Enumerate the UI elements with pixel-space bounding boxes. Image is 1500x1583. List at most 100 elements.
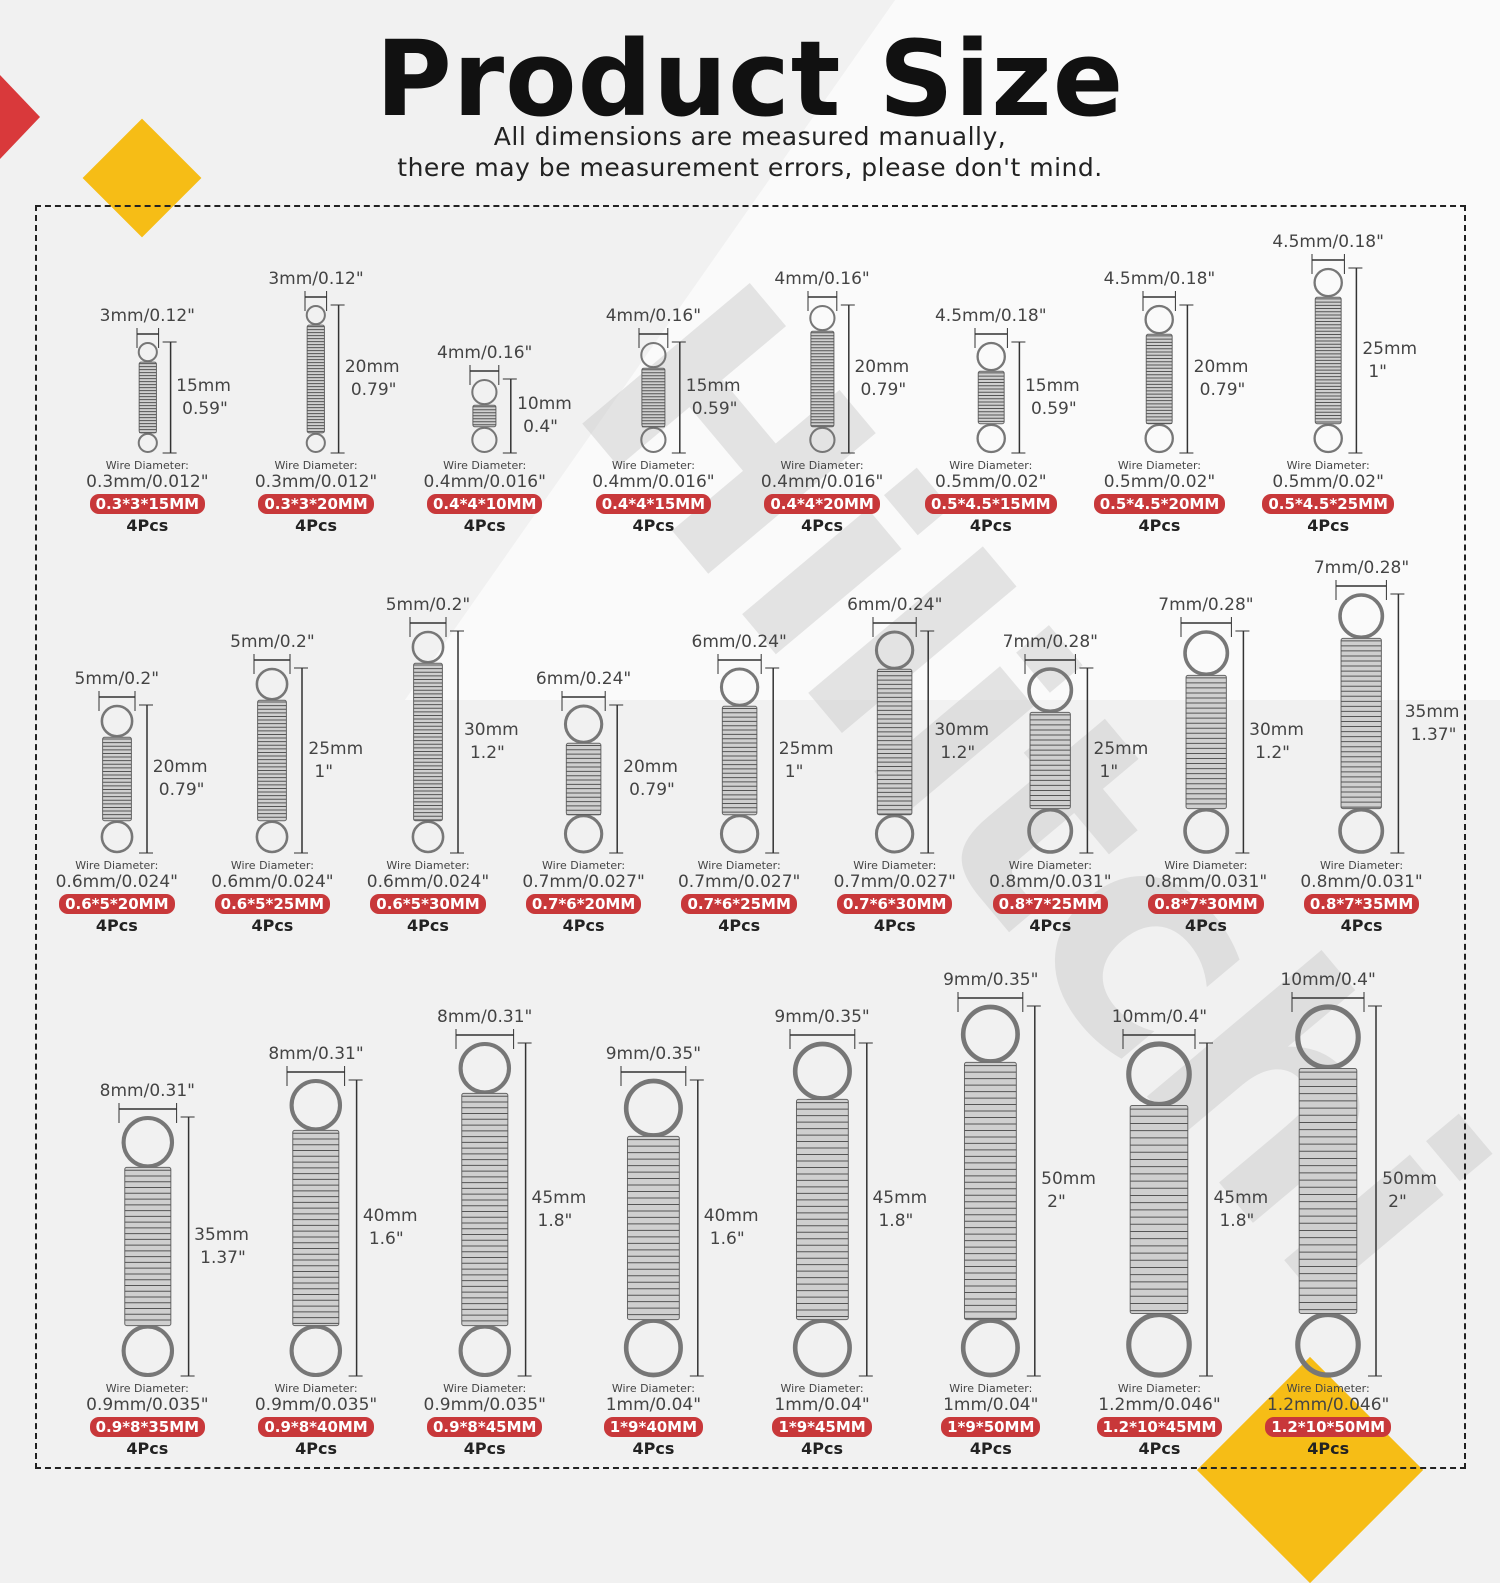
spring-icon — [1335, 580, 1405, 854]
coil-diameter-label: 4mm/0.16" — [605, 306, 702, 326]
size-badge: 0.7*6*20MM — [525, 894, 642, 914]
wire-diameter-label: Wire Diameter: — [1164, 859, 1248, 872]
wire-diameter-value: 0.9mm/0.035" — [423, 1395, 546, 1415]
spring-item: 8mm/0.31" 35mm 1.37" Wire Diameter: 0.9mm/0.… — [63, 0, 249, 1458]
wire-diameter-value: 0.7mm/0.027" — [677, 872, 801, 892]
spring-item: 6mm/0.24" 25mm 1" Wire Diameter: 0.7mm/0.027… — [661, 0, 834, 935]
length-label: 20mm 0.79" — [1194, 356, 1249, 402]
spring-item: 6mm/0.24" 20mm 0.79" Wire Diameter: 0.7mm/0.… — [506, 0, 678, 935]
spring-drawing: 7mm/0.28" 35mm 1.37" — [1314, 558, 1460, 854]
spring-drawing: 4.5mm/0.18" 20mm 0.79" — [1104, 269, 1248, 454]
spring-item: 4mm/0.16" 20mm 0.79" Wire Diameter: 0.4mm/0.… — [738, 0, 909, 535]
length-inch-label: 0.59" — [691, 398, 738, 419]
red-triangle-decoration — [0, 75, 40, 159]
spring-drawing: 7mm/0.28" 30mm 1.2" — [1158, 595, 1304, 854]
coil-diameter-label: 6mm/0.24" — [535, 669, 632, 689]
spring-icon — [638, 328, 686, 454]
wire-diameter-value: 1.2mm/0.046" — [1266, 1395, 1390, 1415]
wire-diameter-value: 1.2mm/0.046" — [1098, 1395, 1221, 1415]
size-badge: 0.8*7*25MM — [992, 894, 1109, 914]
length-mm-label: 45mm — [872, 1187, 928, 1208]
length-mm-label: 25mm — [778, 738, 834, 759]
length-label: 50mm 2" — [1382, 1168, 1437, 1214]
spring-drawing: 8mm/0.31" 40mm 1.6" — [268, 1044, 418, 1378]
spring-drawing: 9mm/0.35" 45mm 1.8" — [774, 1007, 927, 1378]
quantity-label: 4Pcs — [1029, 916, 1072, 935]
spring-drawing: 3mm/0.12" 15mm 0.59" — [100, 306, 231, 454]
spring-drawing: 5mm/0.2" 20mm 0.79" — [75, 669, 208, 854]
spring-item: 9mm/0.35" 40mm 1.6" Wire Diameter: 1mm/0.04"… — [569, 0, 759, 1458]
length-mm-label: 10mm — [517, 394, 572, 414]
wire-diameter-value: 0.6mm/0.024" — [366, 872, 490, 892]
spring-drawing: 8mm/0.31" 45mm 1.8" — [437, 1007, 586, 1378]
spring-item: 3mm/0.12" 20mm 0.79" Wire Diameter: 0.3mm/0.… — [232, 0, 401, 535]
spring-drawing: 6mm/0.24" 25mm 1" — [692, 632, 834, 854]
wire-diameter-value: 0.5mm/0.02" — [935, 472, 1047, 492]
wire-diameter-value: 0.8mm/0.031" — [1144, 872, 1268, 892]
length-label: 45mm 1.8" — [872, 1187, 927, 1233]
quantity-label: 4Pcs — [718, 916, 761, 935]
spring-drawing: 6mm/0.24" 20mm 0.79" — [536, 669, 678, 854]
length-mm-label: 40mm — [703, 1206, 759, 1226]
length-mm-label: 15mm — [176, 375, 231, 396]
wire-diameter-label: Wire Diameter: — [105, 1382, 189, 1395]
spring-item: 9mm/0.35" 50mm 2" Wire Diameter: 1mm/0.04" 1*… — [906, 0, 1096, 1458]
length-inch-label: 1.6" — [368, 1229, 404, 1249]
wire-diameter-value: 0.7mm/0.027" — [522, 872, 645, 892]
length-mm-label: 15mm — [685, 375, 741, 396]
length-inch-label: 0.79" — [629, 780, 675, 800]
spring-icon — [253, 654, 309, 854]
length-label: 45mm 1.8" — [1213, 1187, 1268, 1233]
coil-diameter-label: 4.5mm/0.18" — [1272, 232, 1384, 252]
length-label: 15mm 0.59" — [1025, 375, 1080, 421]
spring-icon — [469, 365, 518, 454]
wire-diameter-value: 0.9mm/0.035" — [86, 1395, 209, 1415]
wire-diameter-value: 0.7mm/0.027" — [833, 872, 956, 892]
length-mm-label: 45mm — [1213, 1187, 1269, 1208]
wire-diameter-value: 0.9mm/0.035" — [254, 1395, 378, 1415]
size-badge: 0.3*3*15MM — [89, 494, 206, 514]
spring-row: 3mm/0.12" 15mm 0.59" Wire Diameter: 0.3mm/0.… — [63, 0, 1417, 535]
length-label: 35mm 1.37" — [194, 1224, 249, 1270]
length-inch-label: 2" — [1047, 1192, 1066, 1212]
length-inch-label: 0.79" — [350, 380, 397, 400]
size-badge: 0.5*4.5*20MM — [1093, 494, 1226, 514]
size-badge: 0.6*5*30MM — [370, 894, 486, 914]
length-inch-label: 1" — [314, 761, 334, 782]
coil-diameter-label: 8mm/0.31" — [268, 1044, 364, 1064]
spring-item: 10mm/0.4" 50mm 2" Wire Diameter: 1.2mm/0.046… — [1244, 0, 1437, 1458]
spring-drawing: 6mm/0.24" 30mm 1.2" — [847, 595, 989, 854]
wire-diameter-label: Wire Diameter: — [230, 859, 314, 872]
length-inch-label: 0.79" — [158, 780, 205, 800]
size-badge: 0.7*6*30MM — [837, 894, 953, 914]
size-badge: 0.4*4*15MM — [595, 494, 712, 514]
wire-diameter-value: 1mm/0.04" — [774, 1395, 870, 1415]
length-label: 50mm 2" — [1041, 1168, 1096, 1214]
spring-item: 4.5mm/0.18" 25mm 1" Wire Diameter: 0.5mm/0.0… — [1244, 0, 1417, 535]
coil-diameter-label: 7mm/0.28" — [1158, 595, 1254, 615]
size-badge: 0.9*8*40MM — [258, 1417, 374, 1437]
quantity-label: 4Pcs — [801, 1439, 844, 1458]
length-label: 20mm 0.79" — [153, 756, 208, 802]
length-inch-label: 1.2" — [1255, 743, 1290, 763]
coil-diameter-label: 3mm/0.12" — [268, 269, 364, 289]
spring-icon — [1024, 654, 1094, 854]
quantity-label: 4Pcs — [463, 1439, 506, 1458]
spring-icon — [1311, 254, 1363, 454]
wire-diameter-label: Wire Diameter: — [611, 1382, 695, 1395]
length-inch-label: 1.8" — [537, 1210, 573, 1231]
wire-diameter-label: Wire Diameter: — [853, 859, 937, 872]
spring-drawing: 4mm/0.16" 15mm 0.59" — [606, 306, 741, 454]
length-inch-label: 1.8" — [878, 1210, 914, 1231]
wire-diameter-value: 0.4mm/0.016" — [592, 472, 715, 492]
wire-diameter-label: Wire Diameter: — [780, 459, 864, 472]
spring-item: 4mm/0.16" 15mm 0.59" Wire Diameter: 0.4mm/0.… — [569, 0, 741, 535]
coil-diameter-label: 4mm/0.16" — [437, 343, 533, 363]
subtitle-line-2: there may be measurement errors, please … — [397, 153, 1103, 182]
subtitle-line-1: All dimensions are measured manually, — [493, 122, 1007, 151]
wire-diameter-value: 0.4mm/0.016" — [760, 472, 884, 492]
length-mm-label: 25mm — [308, 738, 364, 759]
length-label: 40mm 1.6" — [363, 1205, 418, 1251]
spring-drawing: 8mm/0.31" 35mm 1.37" — [100, 1081, 249, 1378]
spring-icon — [1291, 992, 1383, 1378]
